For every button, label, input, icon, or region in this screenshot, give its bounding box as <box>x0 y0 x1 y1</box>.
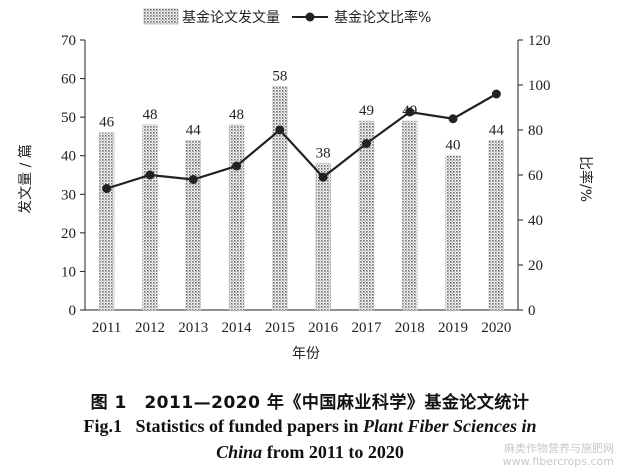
bar <box>445 155 461 311</box>
ratio-point <box>405 107 415 117</box>
x-tick-label: 2013 <box>178 320 208 336</box>
caption-journal-name-part1: Plant Fiber Sciences in <box>363 416 537 436</box>
legend: 基金论文发文量 基金论文比率% <box>143 8 431 26</box>
bar-value-label: 48 <box>142 107 157 123</box>
bar-value-label: 48 <box>229 107 244 123</box>
ratio-point <box>318 172 328 182</box>
bar-value-label: 40 <box>446 138 461 154</box>
legend-bar-swatch <box>143 8 179 25</box>
caption-english-line1: Fig.1 Statistics of funded papers in Pla… <box>0 416 620 437</box>
x-tick-label: 2016 <box>308 320 339 336</box>
bar <box>488 140 505 311</box>
bar <box>142 124 158 311</box>
y-right-tick-label: 60 <box>528 168 543 184</box>
y-right-tick-label: 100 <box>528 78 551 94</box>
x-axis-label: 年份 <box>292 346 320 362</box>
y-right-tick-label: 0 <box>528 303 536 319</box>
ratio-point <box>145 170 155 180</box>
y-left-tick-label: 10 <box>61 264 76 280</box>
legend-line-label: 基金论文比率% <box>334 9 431 26</box>
y-left-tick-label: 0 <box>69 303 77 319</box>
x-tick-label: 2019 <box>438 320 468 336</box>
ratio-point <box>275 125 285 135</box>
bar <box>98 132 115 311</box>
bar-value-label: 58 <box>272 68 287 84</box>
bar-value-label: 46 <box>99 115 115 131</box>
caption-chinese: 图 1 2011—2020 年《中国麻业科学》基金论文统计 <box>90 393 530 413</box>
caption-journal-name-part2: China <box>216 442 263 462</box>
watermark-url: www.fibercrops.com <box>502 455 614 468</box>
ratio-point <box>491 89 501 99</box>
x-tick-label: 2017 <box>351 320 382 336</box>
x-tick-label: 2014 <box>222 320 253 336</box>
bar <box>272 86 288 311</box>
bar <box>228 124 245 311</box>
legend-line-marker <box>305 12 315 22</box>
y-left-tick-label: 40 <box>61 149 76 165</box>
y-axis-right-label: 比率/% <box>577 156 594 202</box>
bar-value-label: 44 <box>186 122 202 138</box>
x-tick-label: 2012 <box>135 320 165 336</box>
bar-value-labels: 46484448583849494044 <box>99 68 504 161</box>
bars <box>98 86 505 311</box>
bar <box>358 120 375 311</box>
ratio-polyline <box>106 93 497 190</box>
y-left-tick-label: 20 <box>61 226 76 242</box>
axes: 0 10 20 30 40 50 60 70 0 20 40 60 80 100 120 2011 2012 20… <box>61 33 551 336</box>
x-tick-label: 2015 <box>265 320 295 336</box>
watermark-site-name: 麻类作物营养与施肥网 <box>504 442 614 455</box>
y-axis-left-label: 发文量 / 篇 <box>18 144 34 214</box>
y-left-tick-label: 70 <box>61 33 76 49</box>
x-tick-label: 2020 <box>481 320 511 336</box>
bar-value-label: 49 <box>359 103 374 119</box>
caption-english-line2: China from 2011 to 2020 <box>0 442 620 463</box>
caption-english-prefix: Fig.1 Statistics of funded papers in <box>83 416 363 436</box>
ratio-point <box>188 175 198 184</box>
y-left-tick-label: 60 <box>61 72 76 88</box>
y-right-tick-label: 40 <box>528 213 543 229</box>
bar-value-label: 44 <box>489 122 505 138</box>
y-left-tick-label: 50 <box>61 110 76 126</box>
x-tick-label: 2011 <box>92 320 121 336</box>
y-right-tick-label: 80 <box>528 123 543 139</box>
x-tick-label: 2018 <box>395 320 425 336</box>
bar <box>185 140 201 311</box>
ratio-point <box>232 161 242 171</box>
ratio-line <box>102 89 501 193</box>
y-right-tick-label: 120 <box>528 33 551 49</box>
ratio-point <box>448 114 458 124</box>
y-left-tick-label: 30 <box>61 187 76 203</box>
caption-english-suffix: from 2011 to 2020 <box>262 442 404 462</box>
combo-chart: 基金论文发文量 基金论文比率% 0 10 20 30 40 50 60 70 0 20 40 60 80… <box>18 8 594 362</box>
bar-value-label: 38 <box>316 145 331 161</box>
y-right-tick-label: 20 <box>528 258 543 274</box>
legend-bar-label: 基金论文发文量 <box>182 9 280 26</box>
bar <box>315 163 331 311</box>
ratio-point <box>102 184 112 193</box>
ratio-point <box>361 139 371 148</box>
bar <box>402 120 418 311</box>
